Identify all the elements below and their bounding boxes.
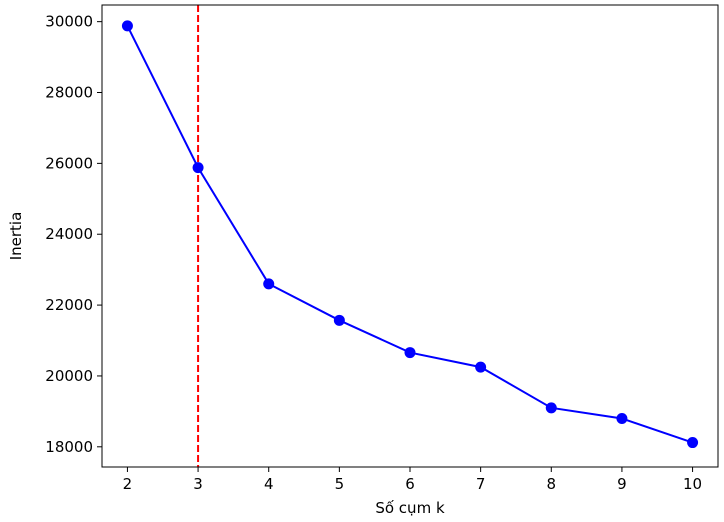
y-tick-label: 26000 — [45, 154, 93, 172]
data-point-k-4 — [263, 278, 275, 290]
data-point-k-6 — [404, 347, 416, 359]
x-axis-label: Số cụm k — [375, 499, 445, 517]
x-tick-label: 4 — [264, 475, 274, 493]
y-axis-label: Inertia — [7, 212, 25, 261]
x-tick-label: 10 — [683, 475, 702, 493]
x-tick-label: 6 — [405, 475, 415, 493]
x-tick-label: 7 — [476, 475, 486, 493]
x-tick-label: 5 — [335, 475, 345, 493]
y-tick-label: 24000 — [45, 225, 93, 243]
data-point-k-5 — [333, 314, 345, 326]
x-tick-label: 2 — [123, 475, 133, 493]
y-tick-label: 28000 — [45, 84, 93, 102]
x-tick-label: 8 — [547, 475, 557, 493]
y-tick-label: 22000 — [45, 296, 93, 314]
data-point-k-10 — [687, 437, 699, 449]
data-point-k-7 — [475, 361, 487, 373]
data-point-k-3 — [192, 162, 204, 174]
x-tick-label: 9 — [617, 475, 627, 493]
x-tick-label: 3 — [193, 475, 203, 493]
data-point-k-2 — [121, 20, 133, 32]
data-point-k-8 — [545, 402, 557, 414]
data-point-k-9 — [616, 412, 628, 424]
y-tick-label: 20000 — [45, 367, 93, 385]
y-tick-label: 18000 — [45, 438, 93, 456]
plot-area — [102, 5, 718, 467]
y-tick-label: 30000 — [45, 13, 93, 31]
